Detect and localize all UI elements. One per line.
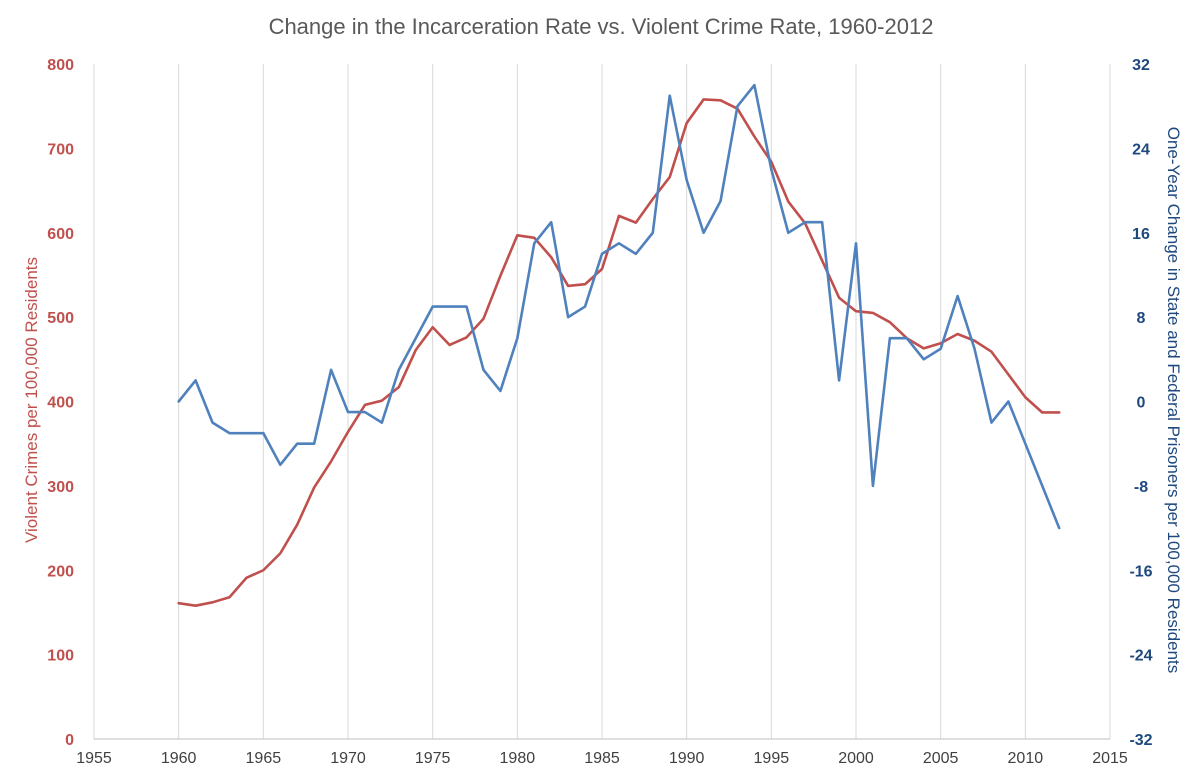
x-tick-label: 2005	[923, 750, 959, 767]
x-axis-ticks: 1955 1960 1965 1970 1975 1980 1985 1990 1995 2000…	[76, 750, 1128, 767]
right-y-tick-label: 24	[1132, 141, 1150, 158]
x-tick-label: 1985	[584, 750, 620, 767]
right-y-tick-label: -16	[1129, 563, 1152, 580]
right-y-axis-label: One-Year Change in State and Federal Pri…	[1164, 127, 1183, 674]
left-y-tick-label: 700	[47, 141, 74, 158]
right-y-tick-label: 8	[1137, 310, 1146, 327]
grid	[93, 64, 1111, 739]
x-tick-label: 2000	[838, 750, 874, 767]
left-y-axis-label: Violent Crimes per 100,000 Residents	[22, 257, 41, 543]
chart-title: Change in the Incarceration Rate vs. Vio…	[269, 14, 934, 39]
x-tick-label: 1960	[161, 750, 197, 767]
left-y-axis-ticks: 0 100 200 300 400 500 600 700 800	[47, 57, 74, 749]
right-y-tick-label: -24	[1129, 648, 1152, 665]
x-tick-label: 1995	[754, 750, 790, 767]
x-tick-label: 1980	[500, 750, 536, 767]
x-tick-label: 1975	[415, 750, 451, 767]
left-y-tick-label: 200	[47, 563, 74, 580]
x-tick-label: 2010	[1008, 750, 1044, 767]
x-tick-label: 1970	[330, 750, 366, 767]
x-tick-label: 2015	[1092, 750, 1128, 767]
right-y-tick-label: 16	[1132, 226, 1150, 243]
left-y-tick-label: 500	[47, 310, 74, 327]
left-y-tick-label: 600	[47, 226, 74, 243]
left-y-tick-label: 0	[65, 732, 74, 749]
x-tick-label: 1990	[669, 750, 705, 767]
left-y-tick-label: 400	[47, 395, 74, 412]
right-y-tick-label: -8	[1134, 479, 1148, 496]
right-y-tick-label: -32	[1129, 732, 1152, 749]
left-y-tick-label: 800	[47, 57, 74, 74]
right-y-tick-label: 32	[1132, 57, 1150, 74]
x-tick-label: 1955	[76, 750, 112, 767]
x-tick-label: 1965	[246, 750, 282, 767]
incarceration-change-line	[177, 83, 1061, 530]
series	[177, 83, 1061, 607]
left-y-tick-label: 100	[47, 648, 74, 665]
right-y-tick-label: 0	[1137, 395, 1146, 412]
violent-crime-rate-line	[177, 98, 1061, 607]
left-y-tick-label: 300	[47, 479, 74, 496]
right-y-axis-ticks: -32 -24 -16 -8 0 8 16 24 32	[1129, 57, 1152, 749]
